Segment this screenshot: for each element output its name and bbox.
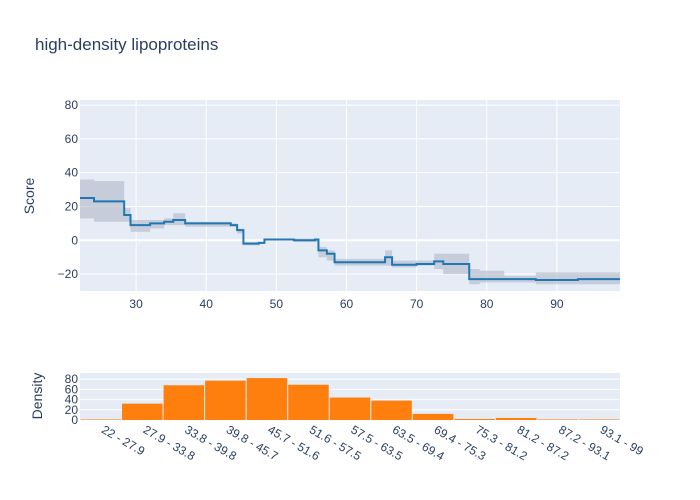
score-y-ticks: −20 0 20 40 60 80: [58, 98, 79, 281]
score-x-ticks: 30 40 50 60 70 80 90: [129, 297, 563, 311]
density-bar[interactable]: [537, 419, 578, 420]
score-grid: [80, 100, 620, 291]
density-bar[interactable]: [205, 380, 246, 420]
score-series-line[interactable]: [80, 197, 620, 282]
score-y-tick-label: −20: [58, 267, 79, 281]
density-y-tick-label: 80: [65, 372, 79, 386]
density-bars: [80, 378, 620, 420]
score-line: [80, 197, 620, 282]
score-x-tick-label: 70: [410, 297, 424, 311]
density-bar[interactable]: [495, 417, 537, 420]
density-bar[interactable]: [246, 378, 288, 420]
density-bar[interactable]: [122, 403, 163, 420]
score-y-tick-label: 80: [65, 98, 79, 112]
score-y-tick-label: 60: [65, 132, 79, 146]
density-bar[interactable]: [163, 385, 205, 420]
density-bar[interactable]: [288, 384, 329, 420]
score-y-tick-label: 20: [65, 199, 79, 213]
score-axis-label: Score: [21, 178, 37, 215]
confidence-band: [80, 179, 620, 285]
density-bar[interactable]: [454, 418, 495, 420]
density-y-tick-label: 40: [65, 393, 79, 407]
density-y-tick-label: 0: [71, 413, 78, 427]
density-axis-label: Density: [29, 373, 45, 420]
score-y-tick-label: 0: [71, 233, 78, 247]
density-bar[interactable]: [80, 419, 122, 420]
score-x-tick-label: 40: [200, 297, 214, 311]
density-x-ticks: 22 - 27.927.9 - 33.833.8 - 39.839.8 - 45…: [99, 422, 646, 463]
score-confidence-band: [80, 179, 620, 285]
score-x-tick-label: 50: [270, 297, 284, 311]
density-bar[interactable]: [578, 419, 620, 420]
chart-title: high-density lipoproteins: [35, 35, 218, 54]
density-bar[interactable]: [412, 413, 454, 420]
score-y-tick-label: 40: [65, 166, 79, 180]
score-x-tick-label: 90: [550, 297, 564, 311]
density-y-tick-label: 20: [65, 403, 79, 417]
score-x-tick-label: 60: [340, 297, 354, 311]
density-x-tick-label: 22 - 27.9: [99, 422, 147, 458]
score-x-tick-label: 30: [129, 297, 143, 311]
density-y-tick-label: 60: [65, 382, 79, 396]
density-bar[interactable]: [329, 397, 371, 420]
score-x-tick-label: 80: [480, 297, 494, 311]
density-bar[interactable]: [371, 400, 412, 420]
